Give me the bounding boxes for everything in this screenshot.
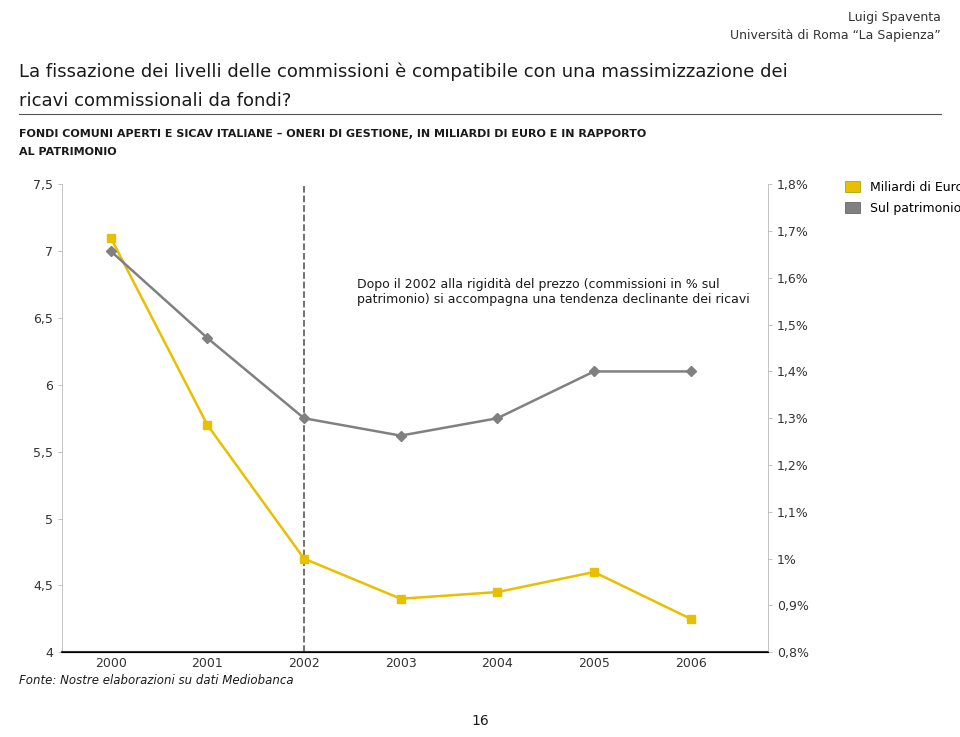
Text: ricavi commissionali da fondi?: ricavi commissionali da fondi? <box>19 92 292 110</box>
Legend: Miliardi di Euro, Sul patrimonio: Miliardi di Euro, Sul patrimonio <box>845 181 960 214</box>
Text: FONDI COMUNI APERTI E SICAV ITALIANE – ONERI DI GESTIONE, IN MILIARDI DI EURO E : FONDI COMUNI APERTI E SICAV ITALIANE – O… <box>19 129 646 139</box>
Text: La fissazione dei livelli delle commissioni è compatibile con una massimizzazion: La fissazione dei livelli delle commissi… <box>19 63 788 81</box>
Text: Luigi Spaventa
Università di Roma “La Sapienza”: Luigi Spaventa Università di Roma “La Sa… <box>730 11 941 42</box>
Text: Fonte: Nostre elaborazioni su dati Mediobanca: Fonte: Nostre elaborazioni su dati Medio… <box>19 674 294 688</box>
Text: 16: 16 <box>471 714 489 728</box>
Text: Dopo il 2002 alla rigidità del prezzo (commissioni in % sul
patrimonio) si accom: Dopo il 2002 alla rigidità del prezzo (c… <box>357 278 750 306</box>
Text: AL PATRIMONIO: AL PATRIMONIO <box>19 147 117 158</box>
